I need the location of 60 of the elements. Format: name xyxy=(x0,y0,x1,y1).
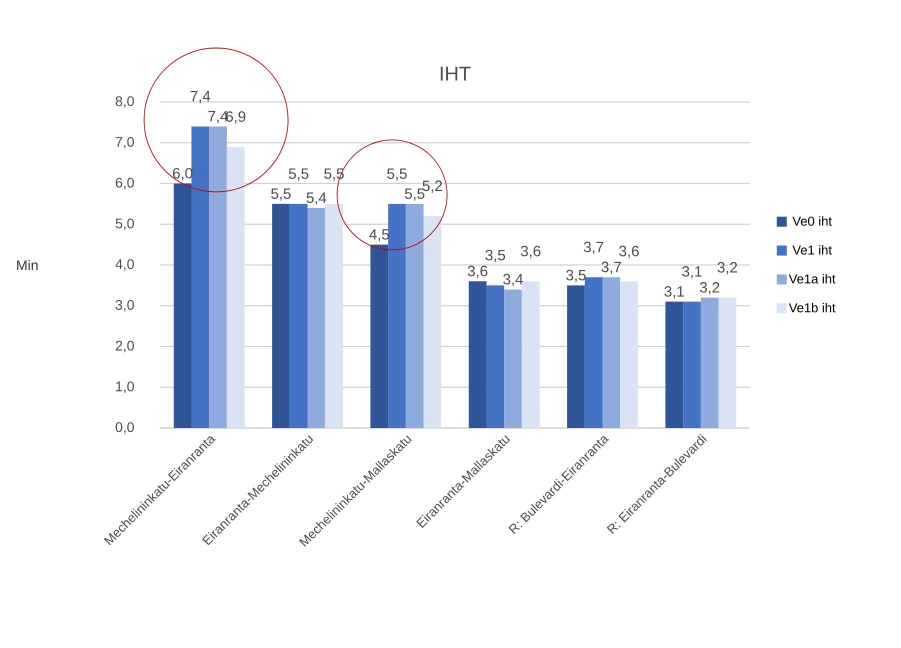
data-label: 3,2 xyxy=(718,262,738,274)
bar xyxy=(370,244,388,428)
data-label: 5,4 xyxy=(306,192,326,205)
y-tick-label: 5,0 xyxy=(116,218,134,230)
bar xyxy=(290,204,308,428)
data-label: 3,4 xyxy=(503,274,523,286)
data-label: 5,2 xyxy=(422,180,442,193)
data-label: 3,1 xyxy=(664,286,684,298)
y-tick-label: 8,0 xyxy=(116,96,134,108)
data-label: 6,9 xyxy=(226,111,246,124)
bar xyxy=(602,277,620,428)
data-label: 3,6 xyxy=(468,266,488,278)
data-label: 7,4 xyxy=(190,91,210,104)
bar xyxy=(424,216,442,428)
bar xyxy=(272,204,290,428)
data-label: 5,5 xyxy=(271,188,291,201)
bar xyxy=(504,289,522,428)
bar xyxy=(700,298,719,428)
y-tick-label: 3,0 xyxy=(116,300,134,312)
bar xyxy=(718,298,736,428)
bar xyxy=(325,204,343,428)
legend-label: Ve1b iht xyxy=(788,302,836,312)
y-tick-label: 7,0 xyxy=(116,136,134,149)
bar xyxy=(191,126,210,428)
bar xyxy=(468,281,486,428)
data-label: 3,5 xyxy=(485,250,506,262)
data-label: 3,6 xyxy=(520,246,540,258)
chart-title: IHT xyxy=(440,66,471,80)
y-axis-title: Min xyxy=(17,260,38,270)
bar xyxy=(567,285,585,428)
y-tick-label: 2,0 xyxy=(116,340,134,352)
data-label: 3,6 xyxy=(619,246,639,258)
bar xyxy=(226,146,245,428)
data-label: 3,5 xyxy=(566,270,586,282)
data-label: 5,5 xyxy=(387,168,407,181)
bar xyxy=(308,208,326,428)
bar xyxy=(486,285,504,428)
y-tick-label: 1,0 xyxy=(116,381,134,394)
bar xyxy=(522,281,540,428)
bar xyxy=(665,302,684,428)
data-label: 7,4 xyxy=(208,111,228,124)
data-label: 3,7 xyxy=(602,262,621,274)
data-label: 3,1 xyxy=(682,266,702,278)
y-tick-label: 0,0 xyxy=(116,422,134,434)
bar xyxy=(406,204,424,428)
y-tick-label: 4,0 xyxy=(115,259,134,271)
data-label: 5,5 xyxy=(288,168,308,181)
legend-label: Ve0 iht xyxy=(792,216,832,226)
data-label: 5,5 xyxy=(404,188,424,201)
bar xyxy=(620,281,638,428)
bar xyxy=(174,184,192,428)
bar xyxy=(388,204,406,428)
bar xyxy=(209,126,227,428)
legend-label: Ve1 iht xyxy=(792,245,832,255)
data-label: 3,7 xyxy=(584,242,604,254)
bar xyxy=(584,277,602,428)
legend-label: Ve1a iht xyxy=(788,274,836,284)
bar xyxy=(683,302,701,428)
y-tick-label: 6,0 xyxy=(116,178,134,190)
data-label: 3,2 xyxy=(700,282,720,294)
